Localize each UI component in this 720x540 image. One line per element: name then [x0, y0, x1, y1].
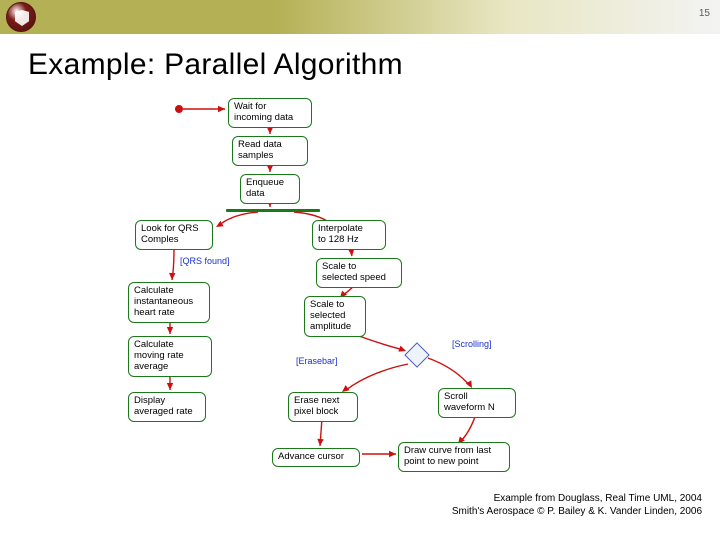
header-bar	[0, 0, 720, 34]
credit-line-1: Example from Douglass, Real Time UML, 20…	[452, 492, 702, 505]
slide-title: Example: Parallel Algorithm	[28, 48, 403, 82]
credit-line-2: Smith's Aerospace © P. Bailey & K. Vande…	[452, 505, 702, 518]
node-erase: Erase nextpixel block	[288, 392, 358, 422]
node-draw: Draw curve from lastpoint to new point	[398, 442, 510, 472]
node-advance: Advance cursor	[272, 448, 360, 467]
node-disp: Displayaveraged rate	[128, 392, 206, 422]
credit-block: Example from Douglass, Real Time UML, 20…	[452, 492, 702, 518]
node-wait: Wait forincoming data	[228, 98, 312, 128]
fork-bar	[226, 209, 320, 212]
page-number: 15	[699, 8, 710, 19]
node-interp: Interpolateto 128 Hz	[312, 220, 386, 250]
node-hr: Calculateinstantaneousheart rate	[128, 282, 210, 323]
arrow-6	[172, 248, 174, 280]
node-look: Look for QRSComples	[135, 220, 213, 250]
arrow-4	[222, 212, 258, 223]
guard-scrolling: [Scrolling]	[452, 339, 492, 349]
node-scroll: Scrollwaveform N	[438, 388, 516, 418]
arrow-13	[428, 358, 470, 386]
logo	[6, 2, 36, 32]
arrow-14	[320, 418, 322, 446]
initial-node	[175, 105, 183, 113]
node-samp: Scale toselectedamplitude	[304, 296, 366, 337]
guard-erasebar: [Erasebar]	[296, 356, 338, 366]
node-avg: Calculatemoving rateaverage	[128, 336, 212, 377]
diagram-canvas: Wait forincoming data Read datasamples Enq…	[0, 92, 720, 502]
node-read: Read datasamples	[232, 136, 308, 166]
node-enqueue: Enqueuedata	[240, 174, 300, 204]
guard-qrs: [QRS found]	[180, 256, 230, 266]
decision-diamond	[404, 342, 429, 367]
arrow-15	[460, 414, 476, 442]
arrow-12	[346, 364, 408, 390]
node-sspeed: Scale toselected speed	[316, 258, 402, 288]
